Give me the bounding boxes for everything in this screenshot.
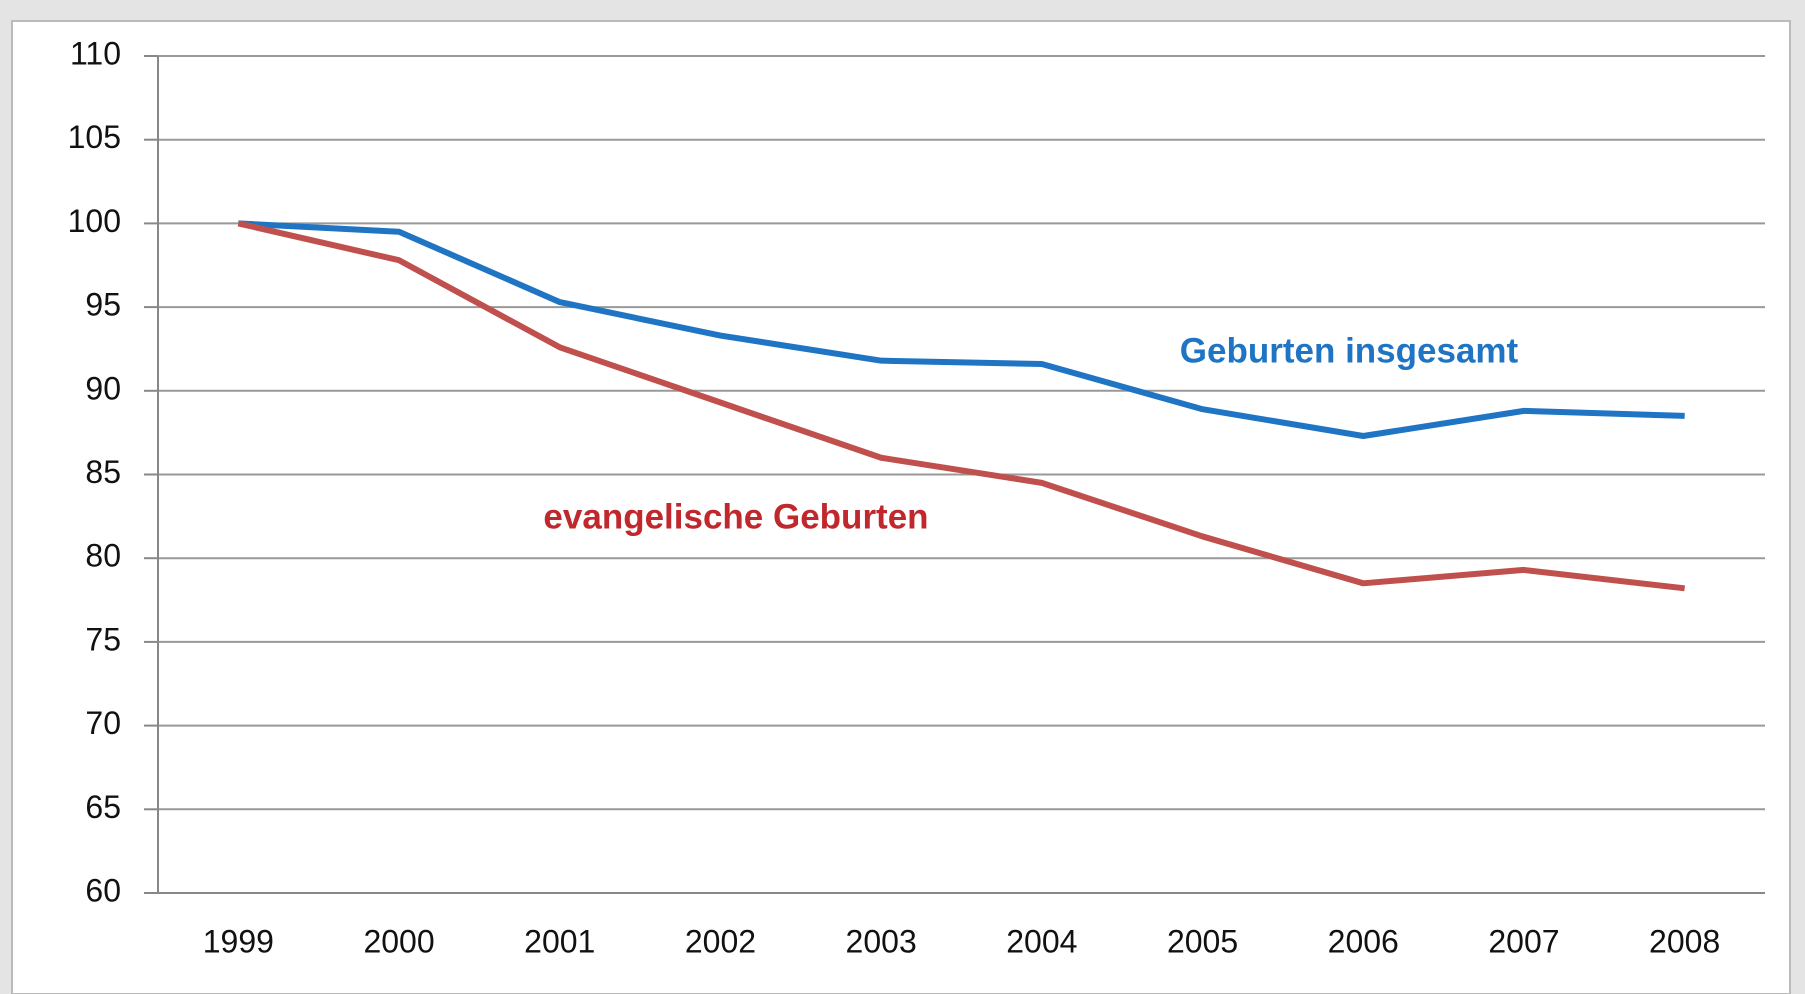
series-label: Geburten insgesamt (1180, 331, 1519, 370)
x-tick-label: 2004 (1006, 923, 1077, 959)
chart-panel (11, 20, 1791, 994)
x-tick-label: 2003 (846, 923, 917, 959)
x-tick-label: 2000 (363, 923, 434, 959)
y-tick-label: 70 (85, 705, 121, 741)
y-tick-label: 60 (85, 872, 121, 908)
y-tick-label: 75 (85, 621, 121, 657)
series-line (238, 220, 1685, 439)
y-tick-label: 90 (85, 370, 121, 406)
series-line (237, 220, 1685, 592)
y-tick-label: 105 (68, 119, 121, 155)
y-tick-label: 65 (85, 789, 121, 825)
y-tick-label: 85 (85, 454, 121, 490)
x-tick-label: 2002 (685, 923, 756, 959)
x-tick-label: 2005 (1167, 923, 1238, 959)
x-tick-label: 2006 (1328, 923, 1399, 959)
x-tick-label: 2001 (524, 923, 595, 959)
y-tick-label: 100 (68, 203, 121, 239)
x-tick-label: 2008 (1649, 923, 1720, 959)
series-label: evangelische Geburten (543, 497, 928, 536)
x-tick-label: 1999 (203, 923, 274, 959)
x-tick-label: 2007 (1488, 923, 1559, 959)
y-tick-label: 95 (85, 287, 121, 323)
y-tick-label: 80 (85, 538, 121, 574)
y-tick-label: 110 (70, 35, 121, 71)
